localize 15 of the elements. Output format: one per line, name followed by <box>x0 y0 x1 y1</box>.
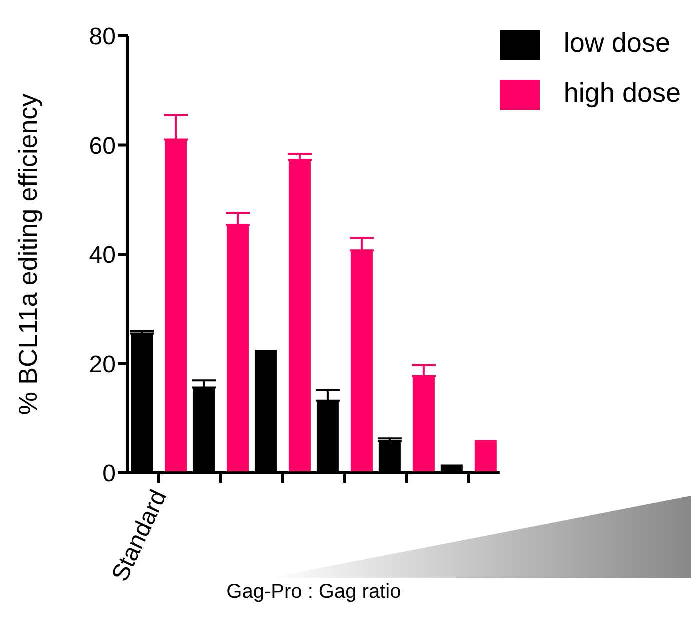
y-tick-label: 80 <box>89 24 116 51</box>
bar <box>350 250 373 473</box>
y-tick-label: 60 <box>89 132 116 160</box>
x-axis-title: Gag-Pro : Gag ratio <box>226 581 402 603</box>
legend-label: low dose <box>564 28 670 58</box>
bar <box>412 376 435 473</box>
bar <box>474 440 497 473</box>
y-tick-label: 0 <box>102 460 116 488</box>
bar <box>288 160 311 473</box>
bar <box>226 225 249 473</box>
y-tick-label: 40 <box>89 242 116 270</box>
y-axis-title: % BCL11a editing efficiency <box>13 94 44 416</box>
y-tick-label: 20 <box>89 351 116 378</box>
bar <box>165 140 187 473</box>
legend-label: high dose <box>564 78 681 108</box>
